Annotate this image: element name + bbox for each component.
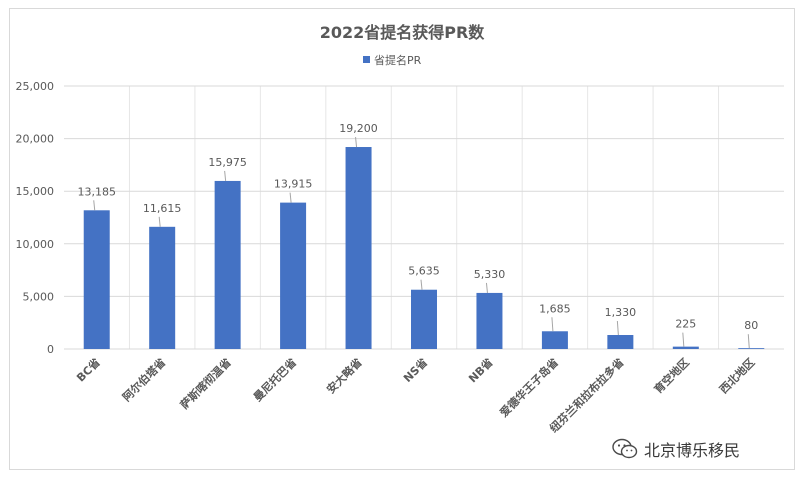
bar <box>411 289 437 349</box>
y-tick-label: 20,000 <box>16 133 55 146</box>
y-tick-label: 25,000 <box>16 80 55 93</box>
chart-title: 2022省提名获得PR数 <box>320 23 486 42</box>
bar <box>672 346 699 349</box>
data-label-leader <box>158 216 161 227</box>
x-category-label: 阿尔伯塔省 <box>120 355 169 404</box>
data-label: 13,915 <box>274 178 313 191</box>
data-label: 5,330 <box>474 268 506 281</box>
x-category-label: 育空地区 <box>651 355 692 396</box>
x-category-label: BC省 <box>74 355 103 384</box>
y-tick-label: 5,000 <box>23 290 55 303</box>
bar <box>149 226 176 349</box>
bar <box>214 180 241 349</box>
watermark: 北京博乐移民 <box>612 437 740 461</box>
plot-area: 0 5,000 10,000 15,000 20,000 25,000 13,185 BC省 1… <box>16 80 784 435</box>
data-label: 80 <box>744 319 758 332</box>
data-label-leader <box>355 136 358 148</box>
data-label-leader <box>747 334 750 349</box>
bar <box>345 147 372 349</box>
bar <box>541 331 568 349</box>
data-label-leader <box>682 332 685 347</box>
data-label-leader <box>551 317 554 332</box>
x-category-label: 萨斯喀彻温省 <box>177 355 234 412</box>
data-label: 19,200 <box>339 122 378 135</box>
x-category-label: 曼尼托巴省 <box>250 355 299 404</box>
bar <box>280 202 307 349</box>
x-category-label: 西北地区 <box>716 355 757 396</box>
data-label: 15,975 <box>208 156 247 169</box>
data-label-leader <box>485 282 488 293</box>
watermark-text: 北京博乐移民 <box>644 441 741 460</box>
chart-frame <box>9 8 795 470</box>
legend-swatch <box>363 56 370 63</box>
data-label: 1,685 <box>539 302 571 315</box>
data-label-leader <box>420 279 423 290</box>
data-label: 11,615 <box>143 202 182 215</box>
bar <box>476 292 503 349</box>
legend-label: 省提名PR <box>374 53 422 67</box>
x-category-label: 爱德华王子岛省 <box>497 355 561 419</box>
wechat-icon <box>612 438 638 459</box>
y-tick-label: 10,000 <box>16 238 55 251</box>
data-label: 1,330 <box>605 306 637 319</box>
x-category-label: NS省 <box>400 355 430 385</box>
data-label-leader <box>289 192 292 203</box>
y-tick-label: 0 <box>47 343 54 356</box>
data-label: 225 <box>675 318 696 331</box>
data-label-leader <box>616 320 619 336</box>
x-category-label: NB省 <box>465 355 495 385</box>
data-label: 13,185 <box>77 185 116 198</box>
legend: 省提名PR <box>363 53 422 67</box>
x-category-label: 安大略省 <box>324 355 365 396</box>
data-label-leader <box>93 200 96 211</box>
bar <box>83 210 110 349</box>
bar <box>607 335 634 349</box>
y-tick-label: 15,000 <box>16 185 55 198</box>
data-label: 5,635 <box>408 265 440 278</box>
bar <box>738 348 765 349</box>
data-label-leader <box>224 170 227 181</box>
